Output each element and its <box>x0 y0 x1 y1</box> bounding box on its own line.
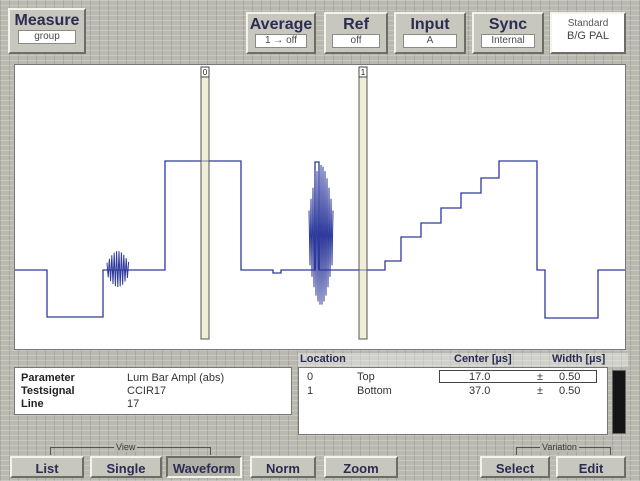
line-label: Line <box>21 398 44 410</box>
modulated-packet <box>308 164 334 305</box>
center-field[interactable] <box>439 370 597 383</box>
waveform-line <box>15 160 625 319</box>
measure-button[interactable]: Measure group <box>8 8 86 54</box>
variation-group-label: Variation <box>540 442 579 452</box>
select-button-label: Select <box>495 461 535 476</box>
info-panel: Parameter Lum Bar Ampl (abs) Testsignal … <box>14 367 292 415</box>
cursor-0[interactable]: 0 <box>200 66 210 340</box>
input-value: A <box>403 34 457 48</box>
edit-button-label: Edit <box>578 461 604 476</box>
ref-button[interactable]: Ref off <box>324 12 388 54</box>
list-button-label: List <box>35 461 59 476</box>
location-table-header: Location Center [µs] Width [µs] <box>298 353 628 367</box>
row-center: 17.0 <box>469 371 491 383</box>
row-pm: ± <box>537 371 544 383</box>
parameter-label: Parameter <box>21 372 75 384</box>
row-center: 37.0 <box>469 385 491 397</box>
table-row[interactable]: 0 Top 17.0 ± 0.50 <box>299 370 607 384</box>
single-button[interactable]: Single <box>90 456 162 478</box>
parameter-value: Lum Bar Ampl (abs) <box>127 372 225 384</box>
cursor-1[interactable]: 1 <box>358 66 368 340</box>
variation-group-tick-right <box>610 447 611 455</box>
measure-title: Measure <box>14 12 80 29</box>
input-title: Input <box>410 16 450 33</box>
location-header: Location <box>300 353 346 365</box>
ref-value: off <box>332 34 380 48</box>
cursor-band[interactable] <box>200 68 210 340</box>
norm-button-label: Norm <box>266 461 300 476</box>
sync-value: Internal <box>481 34 535 48</box>
row-name: Bottom <box>357 385 392 397</box>
table-scrollbar[interactable] <box>612 370 626 434</box>
ref-title: Ref <box>343 16 369 33</box>
standard-button[interactable]: Standard B/G PAL <box>550 12 626 54</box>
width-header: Width [µs] <box>552 353 606 365</box>
row-index: 0 <box>307 371 314 383</box>
waveform-trace <box>15 160 625 319</box>
sync-button[interactable]: Sync Internal <box>472 12 544 54</box>
sync-title: Sync <box>488 16 528 33</box>
average-value: 1 → off <box>254 34 308 48</box>
variation-group-tick-left <box>516 447 517 455</box>
cursor-label-box <box>200 66 210 78</box>
select-button[interactable]: Select <box>480 456 550 478</box>
cursor-label: 0 <box>203 68 208 77</box>
single-button-label: Single <box>106 461 146 476</box>
view-group-tick-left <box>50 447 51 455</box>
average-button[interactable]: Average 1 → off <box>246 12 316 54</box>
zoom-button[interactable]: Zoom <box>324 456 398 478</box>
zoom-button-label: Zoom <box>343 461 379 476</box>
testsignal-label: Testsignal <box>21 385 75 397</box>
waveform-button-label: Waveform <box>172 461 236 476</box>
row-index: 1 <box>307 385 314 397</box>
row-pm: ± <box>537 385 544 397</box>
norm-button[interactable]: Norm <box>250 456 316 478</box>
view-group-label: View <box>114 442 138 452</box>
color-burst <box>106 251 130 288</box>
average-title: Average <box>249 16 313 33</box>
center-header: Center [µs] <box>454 353 512 365</box>
location-table: 0 Top 17.0 ± 0.50 1 Bottom 37.0 ± 0.50 <box>298 367 608 435</box>
standard-label: Standard <box>567 18 609 29</box>
view-group-tick-right <box>210 447 211 455</box>
cursor-label-box <box>358 66 368 78</box>
row-width: 0.50 <box>559 371 581 383</box>
row-width: 0.50 <box>559 385 581 397</box>
table-row[interactable]: 1 Bottom 37.0 ± 0.50 <box>299 384 607 398</box>
line-value: 17 <box>127 398 140 410</box>
waveform-button[interactable]: Waveform <box>166 456 242 478</box>
standard-value: B/G PAL <box>567 30 609 42</box>
measure-value: group <box>17 30 77 44</box>
edit-button[interactable]: Edit <box>556 456 626 478</box>
list-button[interactable]: List <box>10 456 84 478</box>
row-name: Top <box>357 371 375 383</box>
testsignal-value: CCIR17 <box>127 385 167 397</box>
cursor-band[interactable] <box>358 68 368 340</box>
cursor-label: 1 <box>361 68 366 77</box>
input-button[interactable]: Input A <box>394 12 466 54</box>
